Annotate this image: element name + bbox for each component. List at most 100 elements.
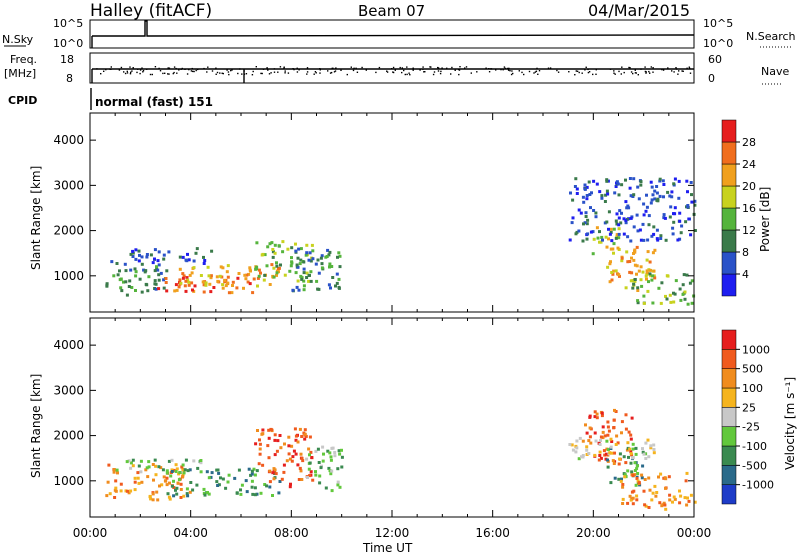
heatmap-cell (604, 452, 608, 456)
heatmap-cell (625, 448, 629, 452)
heatmap-cell (646, 289, 650, 293)
heatmap-cell (601, 430, 605, 434)
heatmap-cell (629, 452, 633, 456)
nave-dot (129, 66, 131, 68)
nave-dot (547, 67, 550, 69)
heatmap-cell (299, 247, 303, 251)
heatmap-cell (647, 214, 651, 218)
heatmap-cell (584, 423, 587, 427)
heatmap-cell (581, 195, 585, 199)
nave-dot (139, 72, 141, 75)
heatmap-cell (134, 274, 138, 278)
heatmap-cell (651, 251, 655, 255)
heatmap-cell (331, 446, 335, 450)
nave-dot (440, 70, 442, 73)
colorbar-tick-label: 28 (742, 136, 756, 149)
heatmap-cell (642, 238, 646, 242)
heatmap-cell (683, 297, 687, 301)
heatmap-cell (636, 185, 640, 189)
heatmap-cell (577, 229, 581, 233)
heatmap-cell (146, 289, 150, 293)
nave-dot (661, 68, 663, 71)
heatmap-cell (156, 259, 160, 263)
nave-dot (673, 71, 675, 73)
nave-dot (512, 72, 514, 75)
heatmap-cell (673, 497, 677, 501)
nave-dot (504, 67, 507, 70)
heatmap-cell (322, 452, 325, 456)
heatmap-cell (126, 489, 129, 493)
heatmap-cell (133, 488, 137, 492)
nave-dot (184, 68, 186, 70)
heatmap-cell (588, 435, 592, 439)
heatmap-cell (669, 205, 673, 209)
heatmap-cell (307, 447, 311, 451)
heatmap-cell (170, 458, 174, 462)
nave-dot (645, 72, 647, 74)
nave-dot (575, 70, 577, 72)
nave-dot (110, 68, 112, 70)
heatmap-cell (316, 258, 320, 262)
heatmap-cell (653, 248, 657, 252)
nave-dot (392, 66, 395, 69)
nave-dot (412, 67, 414, 69)
heatmap-cell (655, 191, 659, 195)
heatmap-cell (649, 180, 653, 184)
heatmap-cell (617, 227, 621, 231)
heatmap-cell (273, 433, 277, 437)
heatmap-cell (273, 251, 277, 255)
heatmap-cell (309, 279, 313, 283)
heatmap-cell (217, 483, 221, 487)
nave-dot (441, 67, 443, 69)
heatmap-cell (631, 447, 635, 451)
heatmap-cell (157, 250, 161, 254)
heatmap-cell (294, 434, 298, 438)
heatmap-cell (668, 293, 672, 297)
heatmap-cell (651, 301, 655, 305)
heatmap-cell (275, 271, 279, 275)
heatmap-cell (672, 300, 676, 304)
heatmap-cell (202, 283, 206, 287)
heatmap-cell (174, 283, 178, 287)
heatmap-cell (617, 273, 621, 277)
heatmap-cell (185, 487, 189, 491)
heatmap-cell (605, 179, 609, 183)
heatmap-cell (261, 463, 265, 467)
heatmap-cell (633, 263, 637, 267)
heatmap-cell (642, 452, 646, 456)
heatmap-cell (631, 496, 635, 500)
heatmap-cell (624, 286, 628, 290)
heatmap-cell (621, 502, 625, 505)
heatmap-cell (179, 482, 183, 486)
power-y-label: Slant Range [km] (29, 166, 43, 270)
heatmap-cell (315, 279, 319, 283)
heatmap-cell (155, 490, 159, 494)
heatmap-cell (133, 267, 137, 271)
nave-dot (203, 67, 205, 70)
heatmap-cell (133, 480, 137, 484)
nave-dot (139, 69, 142, 71)
nave-dot (109, 68, 111, 70)
heatmap-cell (245, 490, 249, 494)
heatmap-cell (250, 485, 254, 489)
heatmap-cell (673, 292, 677, 296)
heatmap-cell (644, 441, 648, 445)
heatmap-cell (610, 239, 614, 243)
nave-dot (172, 72, 174, 75)
nave-dot (587, 71, 590, 74)
heatmap-cell (162, 257, 166, 261)
heatmap-cell (683, 496, 687, 500)
heatmap-cell (210, 471, 214, 475)
nave-dot (162, 72, 164, 75)
heatmap-cell (299, 258, 303, 262)
heatmap-cell (678, 237, 682, 241)
heatmap-cell (147, 465, 151, 469)
heatmap-cell (687, 217, 691, 221)
heatmap-cell (652, 443, 656, 447)
colorbar-tick-label: 12 (742, 224, 756, 237)
heatmap-cell (202, 255, 205, 259)
heatmap-cell (225, 270, 229, 274)
heatmap-cell (648, 272, 652, 276)
heatmap-cell (657, 286, 661, 290)
nave-dot (645, 71, 647, 73)
